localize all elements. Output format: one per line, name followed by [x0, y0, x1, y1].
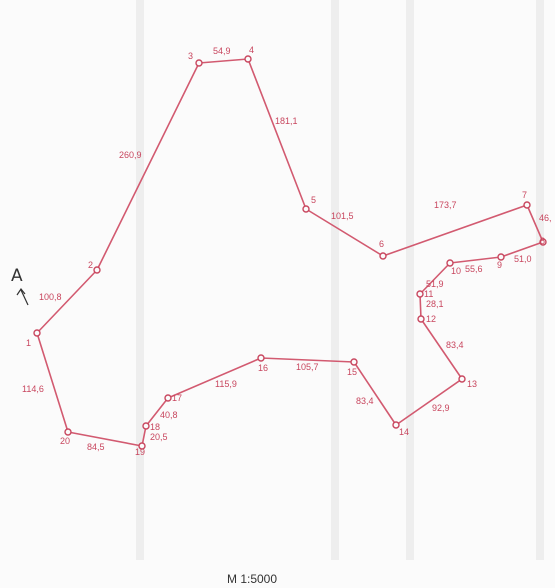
north-indicator: A — [11, 266, 29, 306]
vertex-label-14: 14 — [399, 427, 409, 437]
vertex-marker-16 — [257, 354, 265, 362]
vertex-label-8: 8 — [540, 236, 545, 246]
vertex-marker-5 — [302, 205, 310, 213]
vertex-label-12: 12 — [426, 314, 436, 324]
vertex-label-17: 17 — [172, 393, 182, 403]
edge-length-6-7: 173,7 — [434, 200, 457, 210]
vertex-label-16: 16 — [258, 363, 268, 373]
vertex-label-15: 15 — [347, 367, 357, 377]
vertex-label-5: 5 — [311, 195, 316, 205]
vertex-marker-8 — [539, 238, 547, 246]
edge-length-20-1: 114,6 — [22, 384, 44, 394]
edge-length-8-9: 51,0 — [514, 254, 532, 264]
vertex-label-1: 1 — [26, 338, 31, 348]
edge-length-5-6: 101,5 — [331, 211, 354, 221]
edge-length-14-15: 83,4 — [356, 396, 374, 406]
edge-length-10-11: 51,9 — [426, 279, 444, 289]
vertex-marker-13 — [458, 375, 466, 383]
edge-length-3-4: 54,9 — [213, 46, 231, 56]
vertex-marker-11 — [416, 290, 424, 298]
edge-length-labels: 100,8 260,9 54,9 181,1 101,5 173,7 46, 51,0 55,6… — [22, 46, 552, 452]
vertex-label-7: 7 — [522, 190, 527, 200]
vertex-marker-6 — [379, 252, 387, 260]
north-label: A — [11, 266, 23, 286]
vertex-marker-19 — [138, 442, 146, 450]
north-arrow-icon — [20, 289, 29, 306]
paper-texture — [136, 0, 544, 560]
vertex-marker-14 — [392, 421, 400, 429]
vertex-label-2: 2 — [88, 260, 93, 270]
edge-length-13-14: 92,9 — [432, 403, 450, 413]
edge-length-11-12: 28,1 — [426, 299, 444, 309]
vertex-label-4: 4 — [249, 45, 254, 55]
north-arrowhead-icon — [16, 287, 26, 296]
edge-length-2-3: 260,9 — [119, 150, 142, 160]
vertex-label-19: 19 — [135, 447, 145, 457]
edge-length-19-20: 84,5 — [87, 442, 105, 452]
vertex-marker-4 — [244, 55, 252, 63]
vertex-marker-10 — [446, 259, 454, 267]
edge-length-4-5: 181,1 — [275, 116, 298, 126]
edge-length-17-18: 40,8 — [160, 410, 178, 420]
vertex-marker-20 — [64, 428, 72, 436]
vertex-label-10: 10 — [451, 266, 461, 276]
vertex-label-20: 20 — [60, 436, 70, 446]
vertex-marker-7 — [523, 201, 531, 209]
map-scale: M 1:5000 — [227, 572, 277, 586]
vertex-marker-9 — [497, 253, 505, 261]
edge-length-16-17: 115,9 — [215, 379, 237, 389]
edge-length-15-16: 105,7 — [296, 362, 319, 372]
vertex-marker-1 — [33, 329, 41, 337]
vertex-label-3: 3 — [188, 51, 193, 61]
vertex-marker-2 — [93, 266, 101, 274]
edge-length-7-8: 46, — [539, 213, 552, 223]
vertex-marker-18 — [142, 422, 150, 430]
vertex-label-18: 18 — [150, 422, 160, 432]
vertex-label-6: 6 — [379, 239, 384, 249]
edge-length-9-10: 55,6 — [465, 264, 483, 274]
vertex-marker-15 — [350, 358, 358, 366]
vertex-label-11: 11 — [424, 289, 433, 299]
edge-length-12-13: 83,4 — [446, 340, 464, 350]
vertex-label-13: 13 — [467, 379, 477, 389]
vertex-marker-17 — [164, 394, 172, 402]
vertex-marker-12 — [417, 315, 425, 323]
edge-length-1-2: 100,8 — [39, 292, 62, 302]
edge-length-18-19: 20,5 — [150, 432, 168, 442]
vertex-marker-3 — [195, 59, 203, 67]
vertex-label-9: 9 — [497, 260, 502, 270]
